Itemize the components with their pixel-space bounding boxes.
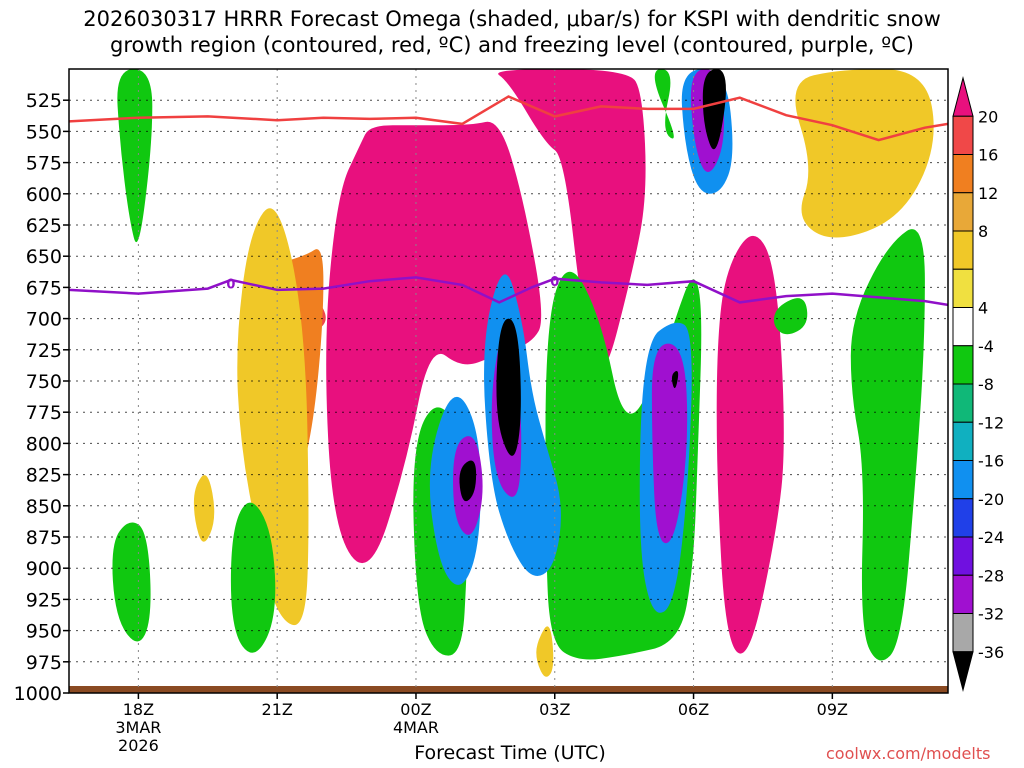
omega-feature-29 xyxy=(671,370,679,389)
colorbar-label-1: 16 xyxy=(978,146,998,165)
colorbar-label-12: -32 xyxy=(978,605,1004,624)
colorbar-bin-1 xyxy=(952,115,974,155)
omega-feature-1 xyxy=(498,69,646,371)
x-tick-label-21-0: 21Z xyxy=(262,700,293,719)
colorbar-bin-12 xyxy=(952,536,974,576)
y-tick-label-875: 875 xyxy=(26,527,62,549)
colorbar-label-6: -8 xyxy=(978,375,994,394)
x-tick-label-27-0: 03Z xyxy=(539,700,570,719)
y-tick-label-750: 750 xyxy=(26,371,62,393)
y-tick-label-725: 725 xyxy=(26,340,62,362)
omega-feature-11 xyxy=(654,69,674,139)
x-tick-label-18-1: 3MAR xyxy=(115,718,161,737)
y-tick-label-800: 800 xyxy=(26,433,62,455)
omega-feature-12 xyxy=(850,229,925,661)
omega-feature-15 xyxy=(773,298,808,335)
y-tick-label-825: 825 xyxy=(26,465,62,487)
y-tick-label-775: 775 xyxy=(26,402,62,424)
omega-field xyxy=(112,69,934,677)
colorbar-bin-0 xyxy=(952,76,974,117)
y-tick-label-525: 525 xyxy=(26,90,62,112)
colorbar-bin-13 xyxy=(952,574,974,614)
omega-feature-28 xyxy=(702,69,726,150)
x-tick-label-18-0: 18Z xyxy=(123,700,154,719)
omega-feature-0 xyxy=(326,121,542,564)
colorbar-label-3: 8 xyxy=(978,222,988,241)
x-tick-label-24-0: 00Z xyxy=(400,700,431,719)
colorbar-bin-2 xyxy=(952,154,974,194)
y-tick-label-700: 700 xyxy=(26,309,62,331)
omega-feature-9 xyxy=(193,475,215,542)
chart-title-line2: growth region (contoured, red, ºC) and f… xyxy=(110,33,914,57)
colorbar-bin-4 xyxy=(952,230,974,270)
y-tick-label-950: 950 xyxy=(26,621,62,643)
x-tick-label-18-2: 2026 xyxy=(118,736,159,755)
colorbar-label-0: 20 xyxy=(978,107,998,126)
y-tick-label-675: 675 xyxy=(26,277,62,299)
x-tick-label-30-0: 06Z xyxy=(678,700,709,719)
colorbar-label-11: -28 xyxy=(978,566,1004,585)
omega-feature-14 xyxy=(230,502,276,653)
omega-feature-6 xyxy=(536,626,554,677)
colorbar: 20 16 12 8 4 -4 -8 -12 -16 -20 -24 -28 -32 -36 xyxy=(952,76,1004,692)
omega-feature-2 xyxy=(716,235,784,654)
y-tick-label-625: 625 xyxy=(26,215,62,237)
freezing-level-label-0: 0 xyxy=(226,278,235,293)
omega-feature-26 xyxy=(496,318,521,456)
series-line-1 xyxy=(69,276,948,307)
y-tick-label-850: 850 xyxy=(26,496,62,518)
ground-strip xyxy=(69,686,948,693)
freezing-level-label-1: 0 xyxy=(550,275,559,290)
x-axis-label: Forecast Time (UTC) xyxy=(414,742,606,764)
omega-feature-10 xyxy=(117,69,153,243)
colorbar-bin-6 xyxy=(952,307,974,347)
credit-link[interactable]: coolwx.com/modelts xyxy=(826,744,991,763)
y-tick-label-550: 550 xyxy=(26,121,62,143)
omega-feature-24 xyxy=(651,343,688,544)
colorbar-bin-3 xyxy=(952,192,974,232)
colorbar-label-10: -24 xyxy=(978,528,1004,547)
colorbar-label-7: -12 xyxy=(978,413,1004,432)
y-tick-label-575: 575 xyxy=(26,153,62,175)
colorbar-label-8: -16 xyxy=(978,452,1004,471)
colorbar-bin-9 xyxy=(952,421,974,461)
colorbar-bin-15 xyxy=(952,651,974,692)
y-tick-label-1000: 1000 xyxy=(14,683,62,705)
y-tick-label-925: 925 xyxy=(26,589,62,611)
grid-lines xyxy=(69,69,948,693)
chart-title-line1: 2026030317 HRRR Forecast Omega (shaded, … xyxy=(83,7,941,31)
y-tick-label-650: 650 xyxy=(26,246,62,268)
colorbar-bin-11 xyxy=(952,498,974,538)
colorbar-bin-8 xyxy=(952,383,974,423)
colorbar-label-4: 4 xyxy=(978,299,988,318)
colorbar-bin-10 xyxy=(952,460,974,500)
colorbar-bin-14 xyxy=(952,613,974,653)
omega-feature-13 xyxy=(112,522,151,642)
y-axis: 525 550 575 600 625 650 675 700 725 750 775 800 825 8… xyxy=(14,90,69,705)
y-tick-label-600: 600 xyxy=(26,184,62,206)
colorbar-label-13: -36 xyxy=(978,643,1004,662)
x-tick-label-33-0: 09Z xyxy=(817,700,848,719)
colorbar-label-2: 12 xyxy=(978,184,998,203)
x-tick-label-24-1: 4MAR xyxy=(393,718,439,737)
colorbar-bin-5 xyxy=(952,268,974,308)
omega-feature-8 xyxy=(795,69,934,238)
colorbar-bin-7 xyxy=(952,345,974,385)
y-tick-label-900: 900 xyxy=(26,558,62,580)
omega-feature-27 xyxy=(459,460,477,502)
colorbar-label-5: -4 xyxy=(978,337,994,356)
series-line-0 xyxy=(69,95,948,142)
y-tick-label-975: 975 xyxy=(26,652,62,674)
colorbar-label-9: -20 xyxy=(978,490,1004,509)
